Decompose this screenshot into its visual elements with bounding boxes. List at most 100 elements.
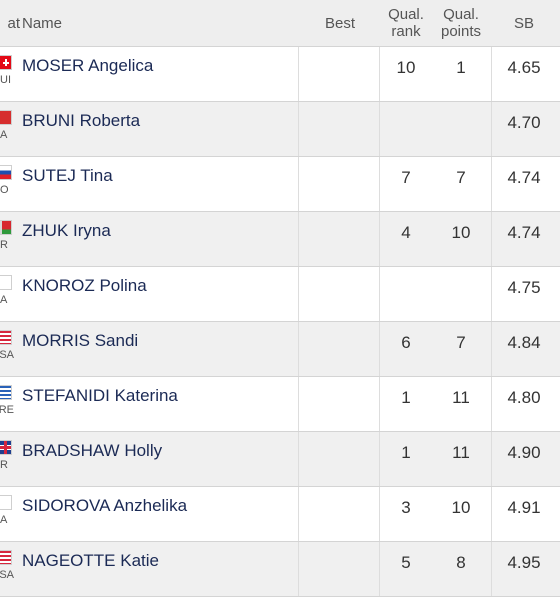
column-divider xyxy=(379,487,380,541)
column-divider xyxy=(379,432,380,486)
country-flag-icon xyxy=(0,550,12,565)
qual-points: 11 xyxy=(452,443,470,462)
column-divider xyxy=(298,212,299,266)
country-flag-icon xyxy=(0,110,12,125)
column-divider xyxy=(491,487,492,541)
header-sb[interactable]: SB xyxy=(513,14,534,32)
qual-points: 8 xyxy=(456,553,466,572)
column-divider xyxy=(298,487,299,541)
country-flag-icon xyxy=(0,330,12,345)
column-divider xyxy=(379,322,380,376)
column-divider xyxy=(298,157,299,211)
country-flag-icon xyxy=(0,165,12,180)
season-best: 4.91 xyxy=(507,498,541,517)
athlete-name-link[interactable]: STEFANIDI Katerina xyxy=(22,386,178,405)
country-code: UI xyxy=(0,74,11,86)
qual-points: 10 xyxy=(451,223,471,242)
column-divider xyxy=(298,267,299,321)
table-row[interactable]: R ZHUK Iryna 4 10 4.74 xyxy=(0,212,560,267)
country-flag-icon xyxy=(0,385,12,400)
header-name[interactable]: Name xyxy=(22,14,63,32)
qual-points: 7 xyxy=(456,333,466,352)
athlete-name-link[interactable]: SUTEJ Tina xyxy=(22,166,113,185)
country-code: R xyxy=(0,239,8,251)
season-best: 4.80 xyxy=(507,388,541,407)
column-divider xyxy=(379,212,380,266)
qual-points: 1 xyxy=(456,58,466,77)
country-code: SA xyxy=(0,569,14,581)
column-divider xyxy=(491,212,492,266)
table-row[interactable]: A SIDOROVA Anzhelika 3 10 4.91 xyxy=(0,487,560,542)
header-qual-points-line2: points xyxy=(440,23,482,40)
season-best: 4.75 xyxy=(507,278,541,297)
table-row[interactable]: A KNOROZ Polina 4.75 xyxy=(0,267,560,322)
qual-rank: 6 xyxy=(401,333,411,352)
athlete-name-link[interactable]: BRUNI Roberta xyxy=(22,111,141,130)
header-qual-points-line1: Qual. xyxy=(443,6,479,23)
column-divider xyxy=(491,542,492,596)
season-best: 4.84 xyxy=(507,333,541,352)
column-divider xyxy=(491,322,492,376)
header-nat[interactable]: at xyxy=(7,14,20,32)
qual-points: 7 xyxy=(456,168,466,187)
column-divider xyxy=(379,157,380,211)
country-code: SA xyxy=(0,349,14,361)
country-code: A xyxy=(0,514,8,526)
athlete-name-link[interactable]: SIDOROVA Anzhelika xyxy=(22,496,188,515)
qual-points: 11 xyxy=(452,388,470,407)
column-divider xyxy=(298,322,299,376)
season-best: 4.70 xyxy=(507,113,541,132)
column-divider xyxy=(491,432,492,486)
column-divider xyxy=(491,47,492,101)
athlete-name-link[interactable]: NAGEOTTE Katie xyxy=(22,551,159,570)
table-row[interactable]: RE STEFANIDI Katerina 1 11 4.80 xyxy=(0,377,560,432)
qual-rank: 10 xyxy=(396,58,416,77)
season-best: 4.74 xyxy=(507,223,541,242)
header-best[interactable]: Best xyxy=(324,14,355,32)
column-divider xyxy=(298,377,299,431)
qual-rank: 7 xyxy=(401,168,411,187)
country-code: O xyxy=(0,184,9,196)
header-qual-rank-line1: Qual. xyxy=(388,6,424,23)
season-best: 4.74 xyxy=(507,168,541,187)
table-row[interactable]: SA NAGEOTTE Katie 5 8 4.95 xyxy=(0,542,560,597)
qual-rank: 1 xyxy=(401,443,411,462)
country-flag-icon xyxy=(0,55,12,70)
qual-points: 10 xyxy=(451,498,471,517)
table-row[interactable]: A BRUNI Roberta 4.70 xyxy=(0,102,560,157)
qual-rank: 1 xyxy=(401,388,411,407)
table-row[interactable]: O SUTEJ Tina 7 7 4.74 xyxy=(0,157,560,212)
column-divider xyxy=(379,267,380,321)
country-flag-icon xyxy=(0,220,12,235)
column-divider xyxy=(298,542,299,596)
athlete-name-link[interactable]: BRADSHAW Holly xyxy=(22,441,163,460)
table-row[interactable]: SA MORRIS Sandi 6 7 4.84 xyxy=(0,322,560,377)
table-row[interactable]: UI MOSER Angelica 10 1 4.65 xyxy=(0,47,560,102)
column-divider xyxy=(379,377,380,431)
athlete-name-link[interactable]: MOSER Angelica xyxy=(22,56,154,75)
header-qual-points[interactable]: Qual. points xyxy=(432,0,490,46)
column-divider xyxy=(379,47,380,101)
table-row[interactable]: R BRADSHAW Holly 1 11 4.90 xyxy=(0,432,560,487)
column-divider xyxy=(379,542,380,596)
column-divider xyxy=(491,377,492,431)
country-flag-icon xyxy=(0,440,12,455)
country-code: R xyxy=(0,459,8,471)
athlete-name-link[interactable]: KNOROZ Polina xyxy=(22,276,147,295)
athlete-name-link[interactable]: MORRIS Sandi xyxy=(22,331,139,350)
column-divider xyxy=(298,47,299,101)
table-header: at Name Best Qual. rank Qual. points SB xyxy=(0,0,560,47)
qual-rank: 4 xyxy=(401,223,411,242)
country-code: A xyxy=(0,294,8,306)
country-code: A xyxy=(0,129,8,141)
qual-rank: 5 xyxy=(401,553,411,572)
season-best: 4.95 xyxy=(507,553,541,572)
table-body: UI MOSER Angelica 10 1 4.65 A BRUNI Roberta 4.7… xyxy=(0,47,560,597)
column-divider xyxy=(491,157,492,211)
column-divider xyxy=(298,102,299,156)
season-best: 4.90 xyxy=(507,443,541,462)
athlete-name-link[interactable]: ZHUK Iryna xyxy=(22,221,111,240)
header-qual-rank[interactable]: Qual. rank xyxy=(380,0,432,46)
country-flag-icon xyxy=(0,275,12,290)
